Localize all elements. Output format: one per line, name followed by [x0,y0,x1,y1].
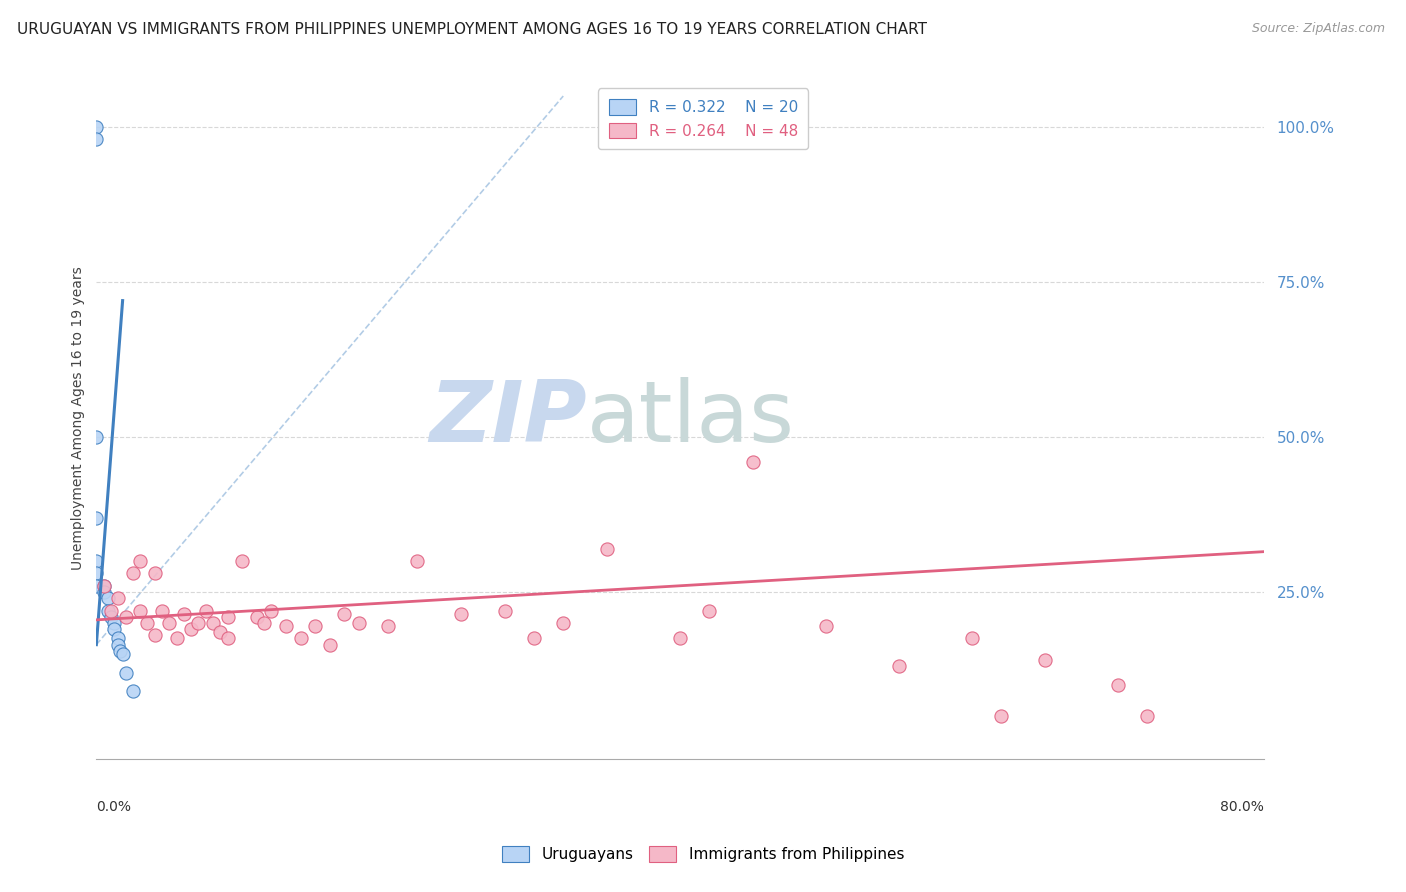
Point [103,615,125,630]
Point [86,579,108,593]
Point [107,632,129,646]
Point [100,603,122,617]
Point [253,615,276,630]
Point [523,632,546,646]
Point [1033,653,1056,667]
Point [108,644,131,658]
Text: atlas: atlas [586,377,794,460]
Point [377,619,399,633]
Point [231,554,253,568]
Point [217,632,239,646]
Point [260,603,283,617]
Point [290,632,312,646]
Point [86,554,108,568]
Point [166,632,188,646]
Point [887,659,910,673]
Point [93,585,115,599]
Point [990,709,1012,723]
Point [319,638,342,652]
Point [86,430,108,444]
Point [103,622,125,636]
Point [129,554,152,568]
Legend: R = 0.322    N = 20, R = 0.264    N = 48: R = 0.322 N = 20, R = 0.264 N = 48 [598,88,808,150]
Point [406,554,429,568]
Point [194,603,217,617]
Point [121,684,143,698]
Point [86,120,108,134]
Point [150,603,173,617]
Point [669,632,692,646]
Point [697,603,720,617]
Point [114,609,136,624]
Point [100,609,122,624]
Point [93,579,115,593]
Point [121,566,143,581]
Point [86,510,108,524]
Y-axis label: Unemployment Among Ages 16 to 19 years: Unemployment Among Ages 16 to 19 years [72,267,86,570]
Point [246,609,269,624]
Point [347,615,370,630]
Point [111,647,134,661]
Point [173,607,195,621]
Point [960,632,983,646]
Point [86,566,108,581]
Point [333,607,356,621]
Point [814,619,837,633]
Point [596,541,619,556]
Point [1136,709,1159,723]
Point [86,132,108,146]
Point [209,625,232,640]
Legend: Uruguayans, Immigrants from Philippines: Uruguayans, Immigrants from Philippines [496,840,910,868]
Point [202,615,225,630]
Point [1107,678,1129,692]
Point [107,638,129,652]
Text: Source: ZipAtlas.com: Source: ZipAtlas.com [1251,22,1385,36]
Point [553,615,575,630]
Point [93,579,115,593]
Text: ZIP: ZIP [429,377,586,460]
Point [157,615,180,630]
Point [97,603,120,617]
Point [304,619,326,633]
Point [143,566,166,581]
Text: 0.0%: 0.0% [97,800,131,814]
Point [217,609,239,624]
Point [274,619,297,633]
Text: URUGUAYAN VS IMMIGRANTS FROM PHILIPPINES UNEMPLOYMENT AMONG AGES 16 TO 19 YEARS : URUGUAYAN VS IMMIGRANTS FROM PHILIPPINES… [17,22,927,37]
Text: 80.0%: 80.0% [1219,800,1264,814]
Point [741,455,763,469]
Point [107,591,129,606]
Point [97,591,120,606]
Point [143,628,166,642]
Point [129,603,152,617]
Point [136,615,159,630]
Point [494,603,516,617]
Point [114,665,136,680]
Point [450,607,472,621]
Point [180,622,202,636]
Point [187,615,209,630]
